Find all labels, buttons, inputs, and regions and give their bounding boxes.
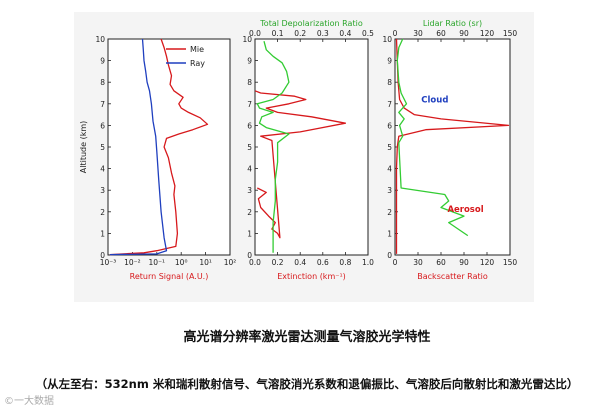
top-x-tick-label: 0.3: [317, 29, 329, 38]
y-tick-label: 6: [387, 121, 392, 130]
y-tick-label: 8: [100, 78, 105, 87]
x-tick-label: 60: [436, 258, 446, 267]
top-x-tick-label: 0.4: [339, 29, 351, 38]
top-x-tick-label: 0.0: [249, 29, 261, 38]
x-tick-label: 10¹: [199, 258, 212, 267]
x-tick-label: 1.0: [362, 258, 374, 267]
top-x-tick-label: 120: [480, 29, 495, 38]
x-tick-label: 0.8: [339, 258, 351, 267]
series-line-backscatter-ratio: [395, 38, 510, 254]
y-tick-label: 4: [100, 165, 105, 174]
y-tick-label: 0: [100, 251, 105, 260]
y-tick-label: 8: [387, 78, 392, 87]
top-x-tick-label: 150: [503, 29, 518, 38]
y-tick-label: 1: [100, 229, 105, 238]
y-tick-label: 10: [242, 35, 252, 44]
y-tick-label: 3: [387, 186, 392, 195]
y-tick-label: 4: [247, 165, 252, 174]
figure-caption-subtitle: （从左至右：532nm 米和瑞利散射信号、气溶胶消光系数和退偏振比、气溶胶后向散…: [35, 377, 579, 391]
x-tick-label: 0: [393, 258, 398, 267]
x-tick-label: 0.4: [294, 258, 306, 267]
y-tick-label: 0: [247, 251, 252, 260]
y-tick-label: 0: [387, 251, 392, 260]
top-x-tick-label: 0.1: [272, 29, 284, 38]
top-x-tick-label: 90: [459, 29, 469, 38]
y-tick-label: 9: [387, 57, 392, 66]
x-tick-label: 0.0: [249, 258, 261, 267]
y-tick-label: 1: [387, 229, 392, 238]
top-x-tick-label: 0.5: [362, 29, 374, 38]
x-tick-label: 150: [503, 258, 518, 267]
top-axis-title: Lidar Ratio (sr): [423, 19, 482, 28]
y-tick-label: 5: [100, 143, 105, 152]
x-tick-label: 30: [413, 258, 423, 267]
x-axis-title: Backscatter Ratio: [417, 272, 488, 281]
y-tick-label: 6: [100, 121, 105, 130]
x-axis-title: Return Signal (A.U.): [130, 272, 209, 281]
plot-frame-right: [394, 38, 511, 256]
x-tick-label: 120: [480, 258, 495, 267]
x-tick-label: 10⁻³: [100, 258, 117, 267]
annotation-label: Cloud: [421, 96, 448, 106]
series-line-lidar-ratio: [396, 38, 469, 237]
top-x-tick-label: 60: [436, 29, 446, 38]
y-tick-label: 7: [100, 100, 105, 109]
plot-frame-left: [107, 38, 231, 256]
x-axis-title: Extinction (km⁻¹): [277, 272, 346, 281]
x-tick-label: 0.6: [317, 258, 329, 267]
y-tick-label: 10: [95, 35, 105, 44]
y-tick-label: 8: [247, 78, 252, 87]
x-tick-label: 90: [459, 258, 469, 267]
y-tick-label: 3: [100, 186, 105, 195]
top-x-tick-label: 30: [413, 29, 423, 38]
series-line-total-depolarization-ratio: [256, 41, 290, 253]
x-tick-label: 10²: [224, 258, 237, 267]
figure-caption-title: 高光谱分辨率激光雷达测量气溶胶光学特性: [183, 330, 431, 345]
top-axis-title: Total Depolarization Ratio: [259, 19, 363, 28]
y-axis-title: Altitude (km): [79, 121, 88, 173]
y-tick-label: 9: [247, 57, 252, 66]
y-tick-label: 7: [387, 100, 392, 109]
y-tick-label: 7: [247, 100, 252, 109]
y-tick-label: 9: [100, 57, 105, 66]
y-tick-label: 5: [247, 143, 252, 152]
top-x-tick-label: 0: [393, 29, 398, 38]
series-line-extinction: [254, 90, 347, 239]
x-tick-label: 10⁻²: [124, 258, 141, 267]
y-tick-label: 4: [387, 165, 392, 174]
legend-label: Ray: [190, 59, 205, 68]
series-line-mie: [109, 38, 209, 256]
y-tick-label: 1: [247, 229, 252, 238]
y-tick-label: 5: [387, 143, 392, 152]
y-tick-label: 6: [247, 121, 252, 130]
series-line-ray: [109, 38, 168, 256]
y-tick-label: 2: [100, 208, 105, 217]
x-tick-label: 10⁻¹: [149, 258, 166, 267]
legend-label: Mie: [190, 45, 204, 54]
top-x-tick-label: 0.2: [294, 29, 306, 38]
x-tick-label: 10⁰: [175, 258, 188, 267]
x-tick-label: 0.2: [272, 258, 284, 267]
watermark-text: ©一大数据: [4, 396, 54, 407]
y-tick-label: 2: [387, 208, 392, 217]
y-tick-label: 10: [382, 35, 392, 44]
annotation-label: Aerosol: [447, 205, 483, 215]
y-tick-label: 2: [247, 208, 252, 217]
y-tick-label: 3: [247, 186, 252, 195]
